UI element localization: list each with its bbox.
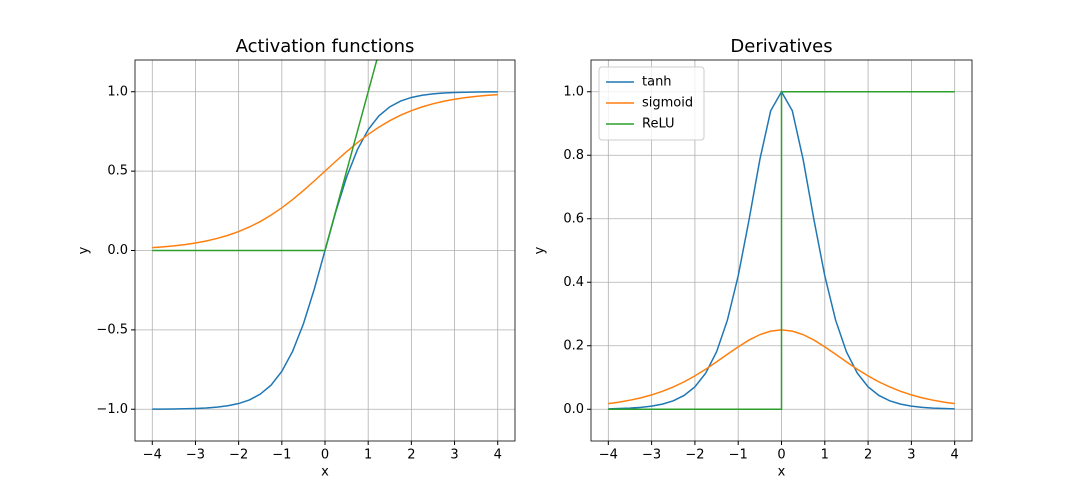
x-tick-label: 3	[450, 448, 458, 463]
line	[608, 91, 955, 410]
x-axis-label: x	[321, 465, 329, 480]
y-tick-label: 1.0	[563, 84, 584, 99]
y-tick-label: 0.0	[107, 243, 128, 258]
x-tick-label: 2	[407, 448, 415, 463]
plot-area	[608, 90, 955, 410]
x-tick-label: −3	[642, 448, 661, 463]
line	[152, 60, 378, 252]
y-tick-label: 0.2	[563, 338, 584, 353]
chart-title: Activation functions	[236, 36, 415, 57]
y-tick-label: 0.4	[563, 275, 584, 290]
legend-label: sigmoid	[642, 96, 693, 111]
line	[152, 93, 498, 249]
chart-title: Derivatives	[730, 36, 832, 57]
x-tick-label: 2	[864, 448, 872, 463]
x-tick-label: −1	[272, 448, 291, 463]
x-tick-label: −1	[729, 448, 748, 463]
plot-area	[152, 60, 498, 410]
x-tick-label: 4	[494, 448, 502, 463]
y-tick-label: 0.0	[563, 402, 584, 417]
legend-label: ReLU	[642, 117, 675, 132]
x-tick-label: 3	[907, 448, 915, 463]
legend-box	[598, 66, 705, 141]
axes-frame	[590, 59, 973, 442]
x-tick-label: 4	[951, 448, 959, 463]
y-tick-label: −0.5	[96, 322, 128, 337]
y-axis-label: y	[77, 246, 92, 254]
x-tick-label: −4	[599, 448, 618, 463]
x-tick-label: −2	[229, 448, 248, 463]
x-tick-label: 0	[321, 448, 329, 463]
x-axis-label: x	[778, 465, 786, 480]
x-tick-label: −2	[685, 448, 704, 463]
y-tick-label: 0.5	[107, 164, 128, 179]
x-tick-label: −3	[186, 448, 205, 463]
x-tick-label: 1	[821, 448, 829, 463]
x-tick-label: 0	[777, 448, 785, 463]
y-tick-label: −1.0	[96, 402, 128, 417]
axes-frame	[134, 59, 516, 442]
legend-label: tanh	[642, 75, 672, 90]
y-axis-label: y	[533, 246, 548, 254]
x-tick-label: 1	[364, 448, 372, 463]
y-tick-label: 0.8	[563, 148, 584, 163]
y-tick-label: 1.0	[107, 84, 128, 99]
x-tick-label: −4	[143, 448, 162, 463]
y-tick-label: 0.6	[563, 211, 584, 226]
